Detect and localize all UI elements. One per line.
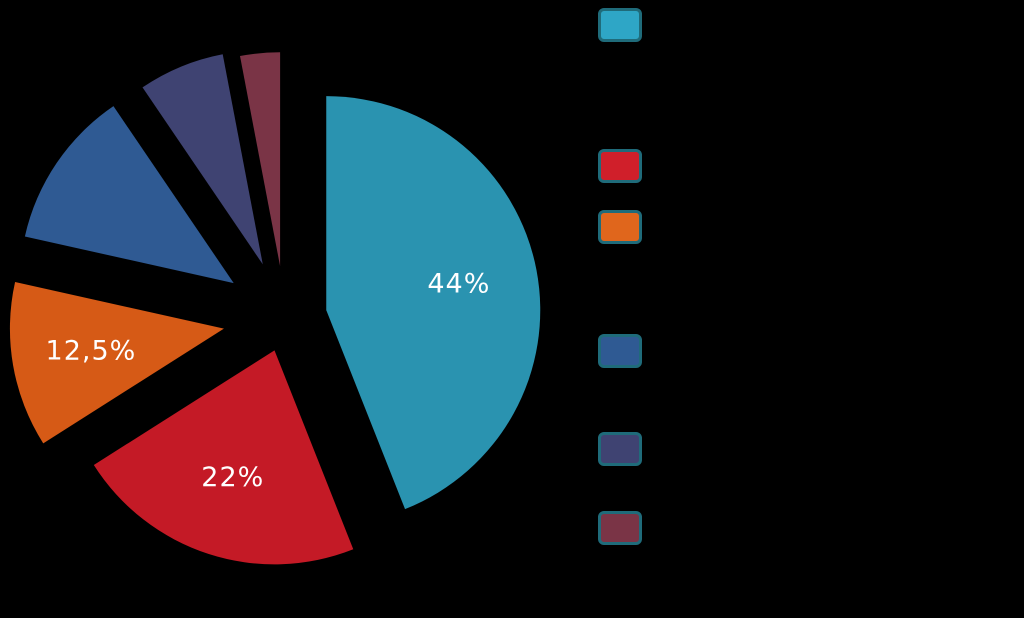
legend-swatch-5 — [598, 432, 642, 466]
legend-swatch-6 — [598, 511, 642, 545]
pie-slice-3 — [9, 281, 224, 444]
pie-slice-label-2: 22% — [201, 462, 264, 493]
pie-slice-1 — [326, 96, 541, 510]
pie-slice-2 — [93, 350, 354, 565]
legend-swatch-1 — [598, 8, 642, 42]
pie-slice-label-3: 12,5% — [46, 335, 137, 366]
pie-slice-4 — [24, 106, 234, 284]
pie-slice-6 — [240, 52, 281, 267]
legend-swatch-2 — [598, 149, 642, 183]
legend-swatch-4 — [598, 334, 642, 368]
pie-slice-label-1: 44% — [427, 268, 490, 299]
legend-swatch-3 — [598, 210, 642, 244]
pie-slice-5 — [142, 54, 263, 265]
